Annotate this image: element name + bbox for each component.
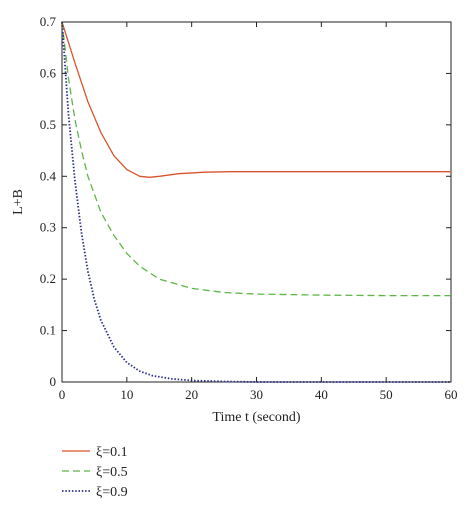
x-tick-label: 50 [380, 387, 393, 402]
y-tick-label: 0.6 [40, 65, 57, 80]
x-tick-label: 10 [120, 387, 133, 402]
x-tick-label: 30 [250, 387, 263, 402]
y-tick-label: 0.7 [40, 14, 57, 29]
y-tick-label: 0.1 [40, 323, 56, 338]
x-axis-label: Time t (second) [212, 410, 300, 425]
plot-frame [61, 21, 452, 383]
legend-label-2: ξ=0.5 [96, 465, 128, 480]
series-line-1 [61, 21, 451, 178]
x-tick-label: 20 [185, 387, 198, 402]
legend: ξ=0.1 ξ=0.5 ξ=0.9 [62, 445, 128, 500]
legend-label-1: ξ=0.1 [96, 445, 128, 460]
y-tick-label: 0.2 [40, 271, 56, 286]
plot-area [61, 21, 452, 383]
y-tick-label: 0.5 [40, 117, 56, 132]
y-axis-label: L+B [11, 189, 26, 215]
x-tick-label: 40 [315, 387, 328, 402]
ticks-layer: 0 10 20 30 40 50 60 0 0.1 0.2 0.3 0.4 0.5 0.6 0.7 [40, 14, 458, 402]
x-tick-label: 0 [59, 387, 66, 402]
series-line-3 [61, 21, 451, 383]
series-line-2 [61, 21, 451, 297]
y-tick-label: 0 [50, 374, 57, 389]
legend-label-3: ξ=0.9 [96, 485, 128, 500]
x-tick-label: 60 [445, 387, 458, 402]
y-tick-label: 0.3 [40, 220, 56, 235]
y-tick-label: 0.4 [40, 168, 57, 183]
series-layer [61, 21, 451, 383]
